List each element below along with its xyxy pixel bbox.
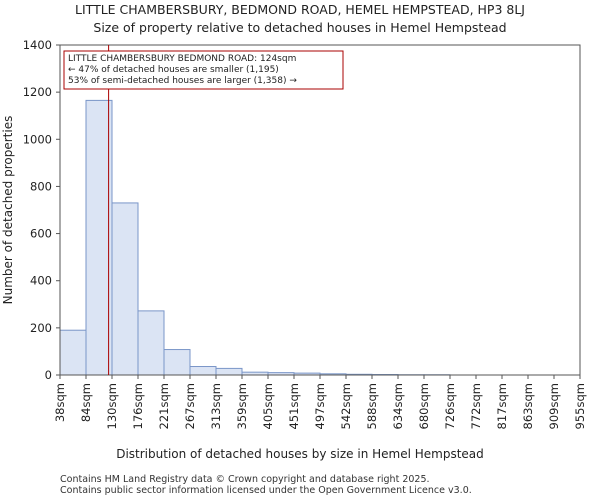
footer-copyright: Contains HM Land Registry data © Crown c… [60,474,430,485]
y-axis: 0 200 400 600 800 1000 1200 1400 [23,38,60,382]
x-axis-label: Distribution of detached houses by size … [116,447,484,461]
x-tick-label: 38sqm [53,383,67,422]
bars-group [59,99,451,376]
bar-267sqm [189,366,217,376]
x-tick-label: 405sqm [261,383,275,429]
y-tick-label: 600 [30,227,52,241]
plot-frame [59,44,581,376]
y-tick-label: 1200 [23,85,52,99]
x-tick-label: 313sqm [209,383,223,429]
x-tick-label: 863sqm [521,383,535,429]
x-tick-label: 772sqm [469,383,483,429]
chart-title: LITTLE CHAMBERSBURY, BEDMOND ROAD, HEMEL… [75,2,525,17]
x-tick-label: 680sqm [417,383,431,429]
x-tick-label: 176sqm [131,383,145,429]
x-tick-label: 955sqm [573,383,587,429]
bar-38sqm [59,329,87,376]
x-tick-label: 221sqm [157,383,171,429]
x-tick-label: 726sqm [443,383,457,429]
x-tick-label: 634sqm [391,383,405,429]
y-tick-label: 0 [45,368,52,382]
chart-subtitle: Size of property relative to detached ho… [93,20,506,35]
bar-313sqm [215,367,243,376]
y-tick-label: 1000 [23,132,52,146]
annotation-line-1: LITTLE CHAMBERSBURY BEDMOND ROAD: 124sqm [68,54,296,64]
x-tick-label: 84sqm [79,383,93,422]
footer-licence: Contains public sector information licen… [60,485,472,496]
annotation-line-2: ← 47% of detached houses are smaller (1,… [68,65,279,75]
x-tick-label: 130sqm [105,383,119,429]
histogram-chart: LITTLE CHAMBERSBURY, BEDMOND ROAD, HEMEL… [1,2,587,461]
y-tick-label: 800 [30,179,52,193]
x-tick-label: 909sqm [547,383,561,429]
annotation-box: LITTLE CHAMBERSBURY BEDMOND ROAD: 124sqm… [63,50,344,90]
x-tick-label: 588sqm [365,383,379,429]
x-tick-label: 542sqm [339,383,353,429]
y-tick-label: 200 [30,321,52,335]
x-tick-label: 497sqm [313,383,327,429]
x-tick-label: 451sqm [287,383,301,429]
y-axis-label: Number of detached properties [1,116,15,305]
x-tick-label: 359sqm [235,383,249,429]
annotation-frame [63,50,344,90]
bar-176sqm [137,310,165,376]
bar-221sqm [163,349,191,376]
x-tick-label: 817sqm [495,383,509,429]
y-tick-label: 1400 [23,38,52,52]
bar-84sqm [85,99,113,376]
annotation-line-3: 53% of semi-detached houses are larger (… [68,76,297,86]
y-tick-label: 400 [30,274,52,288]
x-tick-label: 267sqm [183,383,197,429]
bar-130sqm [111,202,139,376]
x-axis: 38sqm 84sqm 130sqm 176sqm 221sqm 267sqm 313sqm… [53,375,587,429]
